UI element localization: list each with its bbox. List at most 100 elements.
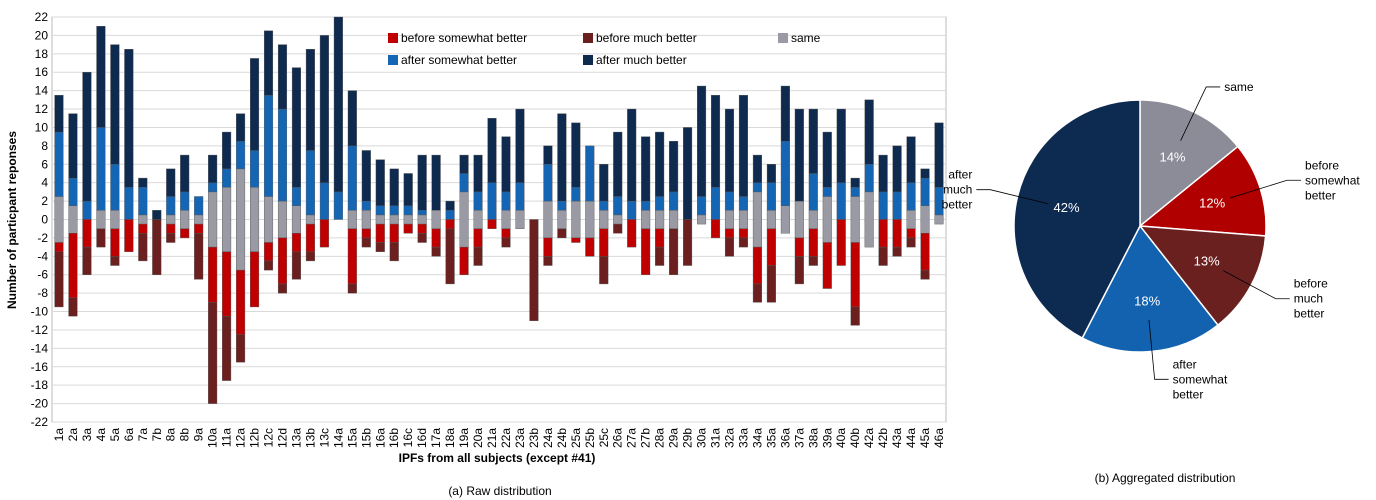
bar-segment	[501, 136, 511, 193]
bar-segment	[124, 49, 134, 188]
bar-segment	[389, 168, 399, 206]
caption: (a) Raw distribution	[448, 484, 551, 498]
bar-segment	[291, 67, 301, 188]
bar-segment	[96, 210, 106, 229]
bar-segment	[501, 228, 511, 239]
bar-segment	[655, 196, 665, 211]
x-tick-label: 32a	[722, 428, 736, 448]
y-tick-label: -16	[31, 360, 49, 374]
legend-label: before much better	[596, 31, 697, 45]
bar-segment	[892, 145, 902, 193]
bar-segment	[920, 233, 930, 271]
legend-swatch	[583, 33, 593, 43]
bar-segment	[180, 210, 190, 229]
pie-category-label: before much better	[1294, 277, 1328, 321]
bar-segment	[585, 145, 595, 202]
bar-segment	[319, 219, 329, 248]
bar-segment	[417, 210, 427, 216]
bar-segment	[82, 72, 92, 202]
x-tick-label: 5a	[108, 428, 122, 442]
bar-segment	[110, 44, 120, 165]
bar-segment	[110, 164, 120, 211]
bar-segment	[333, 16, 343, 193]
x-tick-label: 12c	[262, 428, 276, 447]
bar-segment	[515, 182, 525, 211]
bar-segment	[208, 154, 218, 183]
x-tick-label: 25a	[569, 428, 583, 448]
bar-segment	[138, 177, 148, 188]
bar-segment	[683, 127, 693, 220]
bar-segment	[906, 237, 916, 248]
bar-segment	[780, 205, 790, 234]
bar-segment	[82, 219, 92, 248]
x-tick-label: 4a	[94, 428, 108, 442]
bar-segment	[599, 256, 609, 285]
bar-segment	[501, 210, 511, 229]
x-tick-label: 14a	[331, 428, 345, 448]
bar-segment	[54, 251, 64, 308]
x-tick-label: 29b	[681, 428, 695, 448]
bar-segment	[515, 210, 525, 229]
bar-segment	[222, 131, 232, 170]
bar-segment	[194, 214, 204, 225]
bar-segment	[166, 196, 176, 216]
legend-swatch	[388, 55, 398, 65]
bar-segment	[166, 168, 176, 197]
bar-segment	[850, 177, 860, 188]
bar-segment	[208, 246, 218, 303]
bar-segment	[236, 168, 246, 271]
y-tick-label: 16	[35, 65, 49, 79]
x-tick-label: 36a	[778, 428, 792, 448]
y-tick-label: 22	[35, 10, 49, 24]
bar-segment	[291, 187, 301, 206]
bar-segment	[543, 164, 553, 202]
y-tick-label: -14	[31, 341, 49, 355]
bar-segment	[305, 251, 315, 262]
bar-segment	[82, 200, 92, 220]
bar-segment	[361, 237, 371, 248]
bar-segment	[808, 108, 818, 174]
bar-segment	[250, 150, 260, 188]
x-tick-label: 46a	[932, 428, 946, 448]
legend-swatch	[583, 55, 593, 65]
x-tick-label: 16a	[373, 428, 387, 448]
x-tick-label: 30a	[695, 428, 709, 448]
bar-segment	[543, 200, 553, 239]
bar-segment	[389, 223, 399, 243]
bar-segment	[236, 113, 246, 142]
x-tick-label: 16c	[401, 428, 415, 447]
x-tick-label: 22a	[499, 428, 513, 448]
y-tick-label: 12	[35, 102, 49, 116]
bar-segment	[459, 154, 469, 174]
x-tick-label: 40a	[834, 428, 848, 448]
bar-segment	[347, 210, 357, 229]
y-tick-label: -6	[37, 268, 48, 282]
bar-segment	[850, 187, 860, 197]
bar-segment	[557, 113, 567, 202]
bar-segment	[599, 210, 609, 229]
bar-segment	[54, 131, 64, 197]
bar-segment	[697, 85, 707, 197]
bar-segment	[934, 214, 944, 225]
bar-segment	[277, 200, 288, 239]
x-tick-label: 45a	[918, 428, 932, 448]
x-tick-label: 38a	[806, 428, 820, 448]
bar-segment	[361, 150, 371, 202]
y-tick-label: 20	[35, 28, 49, 42]
bar-segment	[305, 223, 315, 252]
bar-segment	[808, 210, 818, 229]
bar-segment	[487, 219, 497, 229]
bar-segment	[445, 219, 455, 229]
bar-segment	[669, 141, 679, 193]
bar-segment	[934, 122, 944, 188]
x-tick-label: 12d	[275, 428, 289, 448]
pie-category-label: after somewhat better	[1173, 357, 1228, 401]
y-tick-label: -4	[37, 249, 48, 263]
pie-category-label: before somewhat better	[1305, 158, 1360, 202]
bar-segment	[515, 108, 525, 183]
bar-segment	[613, 196, 623, 216]
x-tick-label: 31a	[709, 428, 723, 448]
bar-segment	[655, 246, 665, 266]
x-tick-label: 29a	[667, 428, 681, 448]
x-tick-label: 1a	[52, 428, 66, 442]
